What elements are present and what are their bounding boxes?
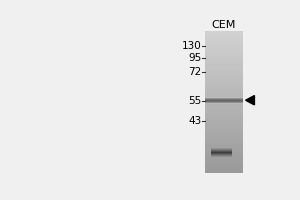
Polygon shape [246, 96, 254, 105]
Text: 55: 55 [188, 96, 201, 106]
Text: 130: 130 [182, 41, 201, 51]
Text: CEM: CEM [211, 20, 236, 30]
Text: 72: 72 [188, 67, 201, 77]
Text: 43: 43 [188, 116, 201, 126]
Text: 95: 95 [188, 53, 201, 63]
